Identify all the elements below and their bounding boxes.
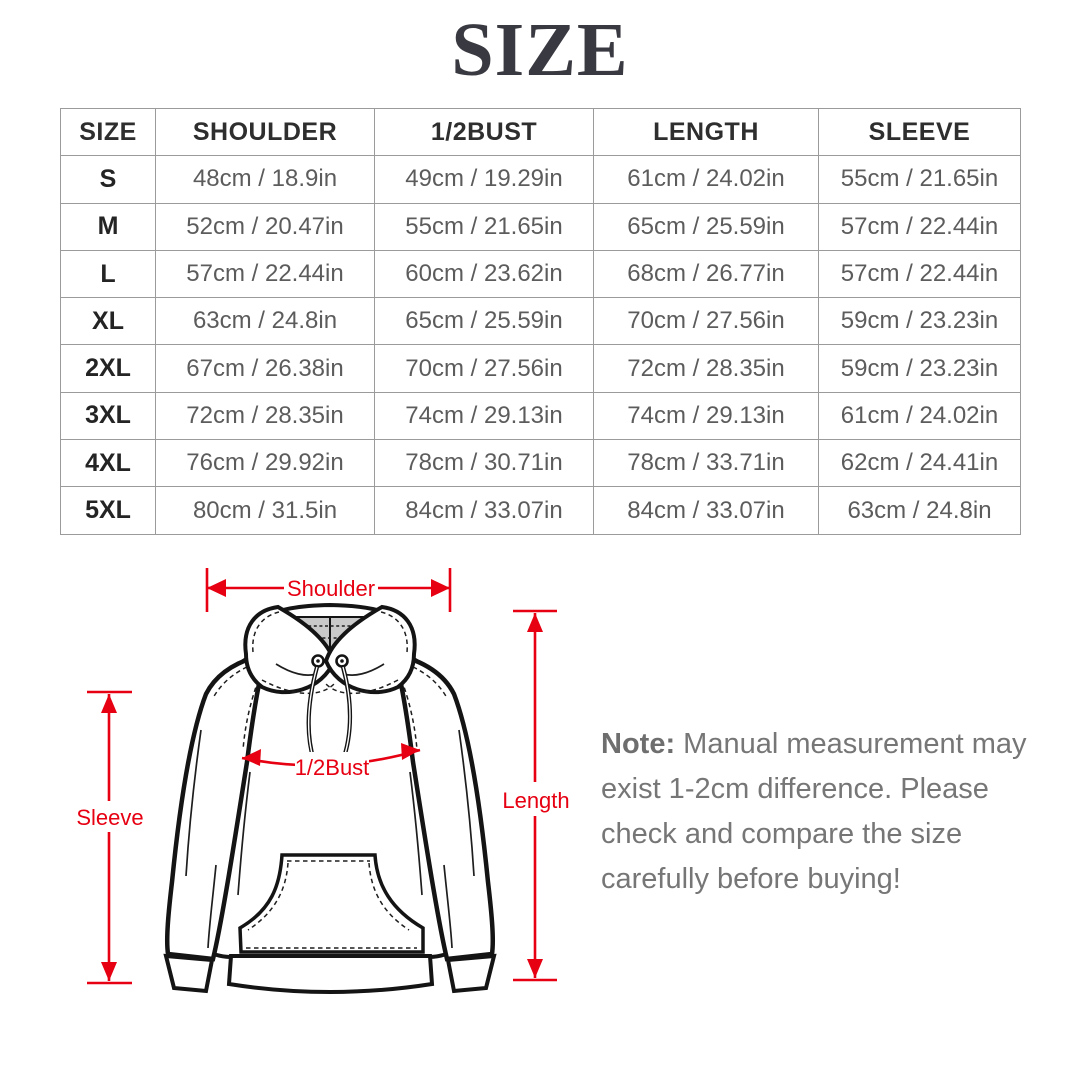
measurement-cell: 74cm / 29.13in (593, 391, 819, 441)
measurement-cell: 63cm / 24.8in (818, 486, 1021, 535)
measurement-note: Note: Manual measurement may exist 1-2cm… (601, 722, 1063, 902)
table-row: 4XL 76cm / 29.92in 78cm / 30.71in 78cm / 33… (60, 439, 1021, 488)
measurement-cell: 76cm / 29.92in (155, 439, 375, 488)
page-title: SIZE (451, 8, 629, 92)
length-label: Length (502, 788, 569, 813)
column-header: SHOULDER (155, 107, 375, 157)
measurement-cell: 68cm / 26.77in (593, 249, 819, 299)
measurement-cell: 84cm / 33.07in (593, 486, 819, 535)
measurement-cell: 67cm / 26.38in (155, 344, 375, 393)
length-dimension-arrow: Length (498, 609, 574, 982)
half-bust-label: 1/2Bust (295, 755, 370, 780)
shoulder-dimension-arrow: Shoulder (205, 568, 452, 612)
table-row: 3XL 72cm / 28.35in 74cm / 29.13in 74cm / 29… (60, 391, 1021, 441)
measurement-cell: 70cm / 27.56in (374, 344, 594, 393)
measurement-cell: 60cm / 23.62in (374, 249, 594, 299)
measurement-cell: 84cm / 33.07in (374, 486, 594, 535)
measurement-cell: 59cm / 23.23in (818, 297, 1021, 346)
size-label-cell: XL (60, 297, 156, 346)
measurement-cell: 74cm / 29.13in (374, 391, 594, 441)
sleeve-label: Sleeve (76, 805, 143, 830)
size-table-container: SIZE SHOULDER 1/2BUST LENGTH SLEEVE S 48cm / … (60, 107, 1021, 535)
measurement-cell: 63cm / 24.8in (155, 297, 375, 346)
size-table-body: S 48cm / 18.9in 49cm / 19.29in 61cm / 24.02… (60, 155, 1021, 535)
table-row: S 48cm / 18.9in 49cm / 19.29in 61cm / 24.02… (60, 155, 1021, 204)
measurement-cell: 59cm / 23.23in (818, 344, 1021, 393)
table-row: L 57cm / 22.44in 60cm / 23.62in 68cm / 26.7… (60, 249, 1021, 299)
measurement-cell: 52cm / 20.47in (155, 202, 375, 251)
table-row: 5XL 80cm / 31.5in 84cm / 33.07in 84cm / 33.… (60, 486, 1021, 535)
measurement-cell: 65cm / 25.59in (593, 202, 819, 251)
measurement-cell: 78cm / 30.71in (374, 439, 594, 488)
measurement-cell: 48cm / 18.9in (155, 155, 375, 204)
size-label-cell: 2XL (60, 344, 156, 393)
measurement-cell: 61cm / 24.02in (593, 155, 819, 204)
column-header: 1/2BUST (374, 107, 594, 157)
size-label-cell: L (60, 249, 156, 299)
measurement-cell: 62cm / 24.41in (818, 439, 1021, 488)
measurement-cell: 72cm / 28.35in (155, 391, 375, 441)
size-table-head-row: SIZE SHOULDER 1/2BUST LENGTH SLEEVE (60, 107, 1021, 157)
table-row: 2XL 67cm / 26.38in 70cm / 27.56in 72cm / 28… (60, 344, 1021, 393)
measurement-cell: 49cm / 19.29in (374, 155, 594, 204)
measurement-cell: 70cm / 27.56in (593, 297, 819, 346)
measurement-cell: 57cm / 22.44in (818, 249, 1021, 299)
hoodie-illustration (163, 602, 497, 994)
right-sleeve (390, 650, 496, 962)
hoodie-diagram: Shoulder 1/2Bust Length (74, 568, 574, 994)
size-table: SIZE SHOULDER 1/2BUST LENGTH SLEEVE S 48cm / … (60, 107, 1021, 535)
note-label: Note: (601, 728, 676, 760)
measurement-cell: 72cm / 28.35in (593, 344, 819, 393)
measurement-cell: 55cm / 21.65in (818, 155, 1021, 204)
measurement-cell: 78cm / 33.71in (593, 439, 819, 488)
measurement-cell: 61cm / 24.02in (818, 391, 1021, 441)
measurement-cell: 57cm / 22.44in (155, 249, 375, 299)
size-label-cell: S (60, 155, 156, 204)
measurement-cell: 80cm / 31.5in (155, 486, 375, 535)
note-text: Manual measurement may exist 1-2cm diffe… (601, 728, 1027, 895)
size-label-cell: 4XL (60, 439, 156, 488)
column-header: LENGTH (593, 107, 819, 157)
measurement-cell: 57cm / 22.44in (818, 202, 1021, 251)
hem-band (226, 954, 435, 994)
column-header: SLEEVE (818, 107, 1021, 157)
table-row: M 52cm / 20.47in 55cm / 21.65in 65cm / 25.5… (60, 202, 1021, 251)
size-label-cell: 3XL (60, 391, 156, 441)
half-bust-dimension-arrow: 1/2Bust (241, 743, 421, 780)
measurement-cell: 65cm / 25.59in (374, 297, 594, 346)
measurement-cell: 55cm / 21.65in (374, 202, 594, 251)
size-label-cell: 5XL (60, 486, 156, 535)
shoulder-label: Shoulder (287, 576, 375, 601)
sleeve-dimension-arrow: Sleeve (74, 690, 146, 985)
table-row: XL 63cm / 24.8in 65cm / 25.59in 70cm / 27.5… (60, 297, 1021, 346)
column-header: SIZE (60, 107, 156, 157)
size-label-cell: M (60, 202, 156, 251)
